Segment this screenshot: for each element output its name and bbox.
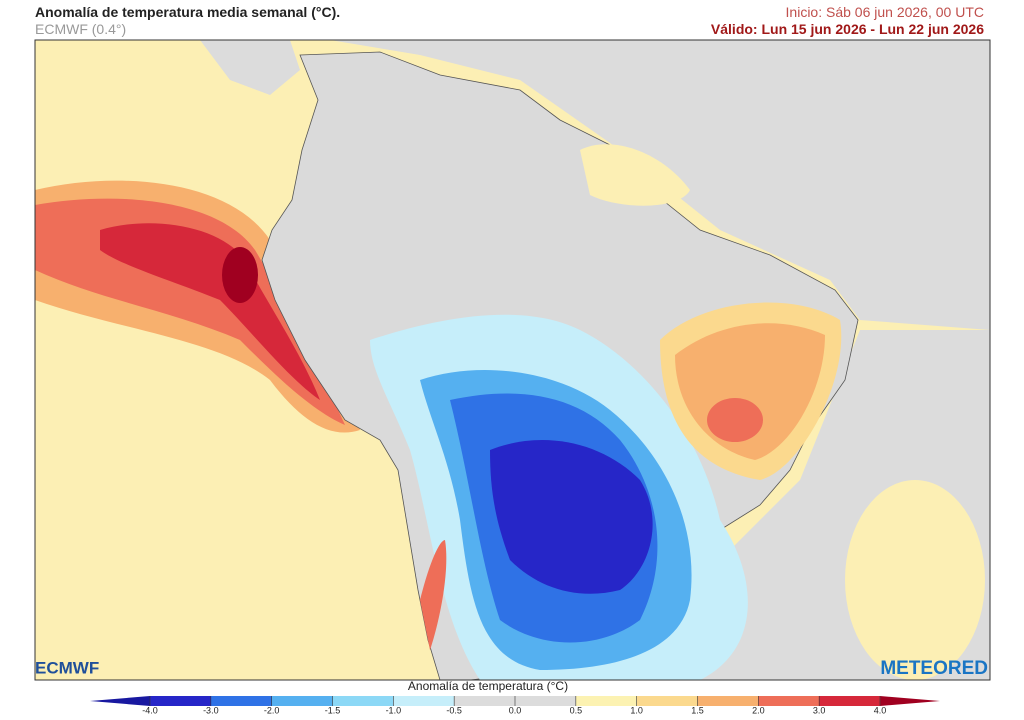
colorbar-bin (454, 696, 516, 706)
colorbar-tick-label: -1.0 (386, 705, 402, 715)
colorbar-tick-label: -4.0 (142, 705, 158, 715)
colorbar-bin (271, 696, 333, 706)
map-field (35, 40, 990, 680)
colorbar-tick-label: 4.0 (874, 705, 887, 715)
ecmwf-logo: ECMWF (35, 658, 99, 677)
colorbar-bin (332, 696, 394, 706)
colorbar-tick-label: -0.5 (446, 705, 462, 715)
colorbar-tick-label: -1.5 (325, 705, 341, 715)
colorbar-bin (697, 696, 759, 706)
init-date: Inicio: Sáb 06 jun 2026, 00 UTC (785, 4, 984, 20)
colorbar-tick-label: 1.0 (630, 705, 643, 715)
colorbar-tick-label: -2.0 (264, 705, 280, 715)
colorbar-bin (636, 696, 698, 706)
colorbar-tick-label: 1.5 (691, 705, 704, 715)
colorbar-bin (819, 696, 881, 706)
colorbar-bin (515, 696, 577, 706)
colorbar-bin (758, 696, 820, 706)
colorbar-tick-label: 0.0 (509, 705, 522, 715)
colorbar-tick-label: 3.0 (813, 705, 826, 715)
colorbar-tick-label: 0.5 (570, 705, 583, 715)
meteored-logo: METEORED (880, 658, 988, 679)
colorbar-over (880, 696, 940, 706)
colorbar-under (90, 696, 150, 706)
colorbar-bin (575, 696, 638, 706)
colorbar-bin (393, 696, 455, 706)
model: ECMWF (0.4°) (35, 21, 127, 37)
colorbar-bin (150, 696, 212, 706)
valid-range: Válido: Lun 15 jun 2026 - Lun 22 jun 202… (710, 21, 984, 37)
colorbar: -4.0 -3.0 -2.0 -1.5 -1.0 -0.5 0.0 0.5 1.0 1.5 2.0 3… (90, 696, 940, 715)
title: Anomalía de temperatura media semanal (°… (35, 4, 341, 20)
colorbar-bin (210, 696, 273, 706)
legend-title: Anomalía de temperatura (°C) (408, 679, 568, 693)
colorbar-tick-label: -3.0 (203, 705, 219, 715)
colorbar-tick-label: 2.0 (752, 705, 765, 715)
